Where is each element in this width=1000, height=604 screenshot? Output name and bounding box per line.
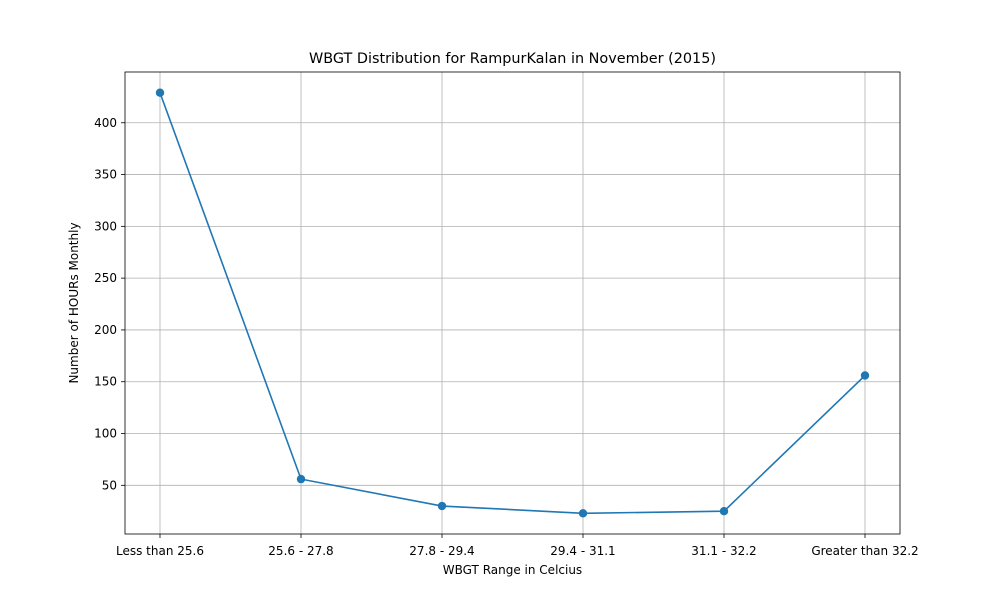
y-axis-title: Number of HOURs Monthly: [67, 222, 81, 383]
chart-title: WBGT Distribution for RampurKalan in Nov…: [309, 51, 716, 67]
grid: [125, 72, 900, 534]
data-point: [719, 507, 729, 516]
data-point: [860, 371, 870, 380]
data-point: [296, 474, 306, 484]
y-tick-label: 350: [94, 168, 117, 182]
data-series: [155, 88, 870, 518]
x-tick-label: 29.4 - 31.1: [550, 544, 615, 558]
x-tick-label: Greater than 32.2: [811, 544, 918, 558]
series-line: [159, 92, 866, 515]
x-tick-label: 31.1 - 32.2: [691, 544, 756, 558]
x-tick-label: 25.6 - 27.8: [268, 544, 333, 558]
axis-ticks: Less than 25.6 25.6 - 27.8 27.8 - 29.4 29.4…: [94, 116, 919, 558]
y-tick-label: 200: [94, 323, 117, 337]
y-tick-label: 400: [94, 116, 117, 130]
y-tick-label: 100: [94, 427, 117, 441]
data-point: [155, 88, 165, 97]
x-axis-title: WBGT Range in Celcius: [443, 563, 582, 577]
y-tick-label: 50: [102, 478, 117, 492]
x-tick-label: 27.8 - 29.4: [409, 544, 474, 558]
x-tick-label: Less than 25.6: [116, 544, 204, 558]
y-tick-label: 250: [94, 271, 117, 285]
y-tick-label: 300: [94, 219, 117, 233]
data-point: [578, 509, 588, 518]
y-tick-label: 150: [94, 375, 117, 389]
plot-area-frame: [124, 71, 901, 535]
data-point: [437, 501, 447, 511]
